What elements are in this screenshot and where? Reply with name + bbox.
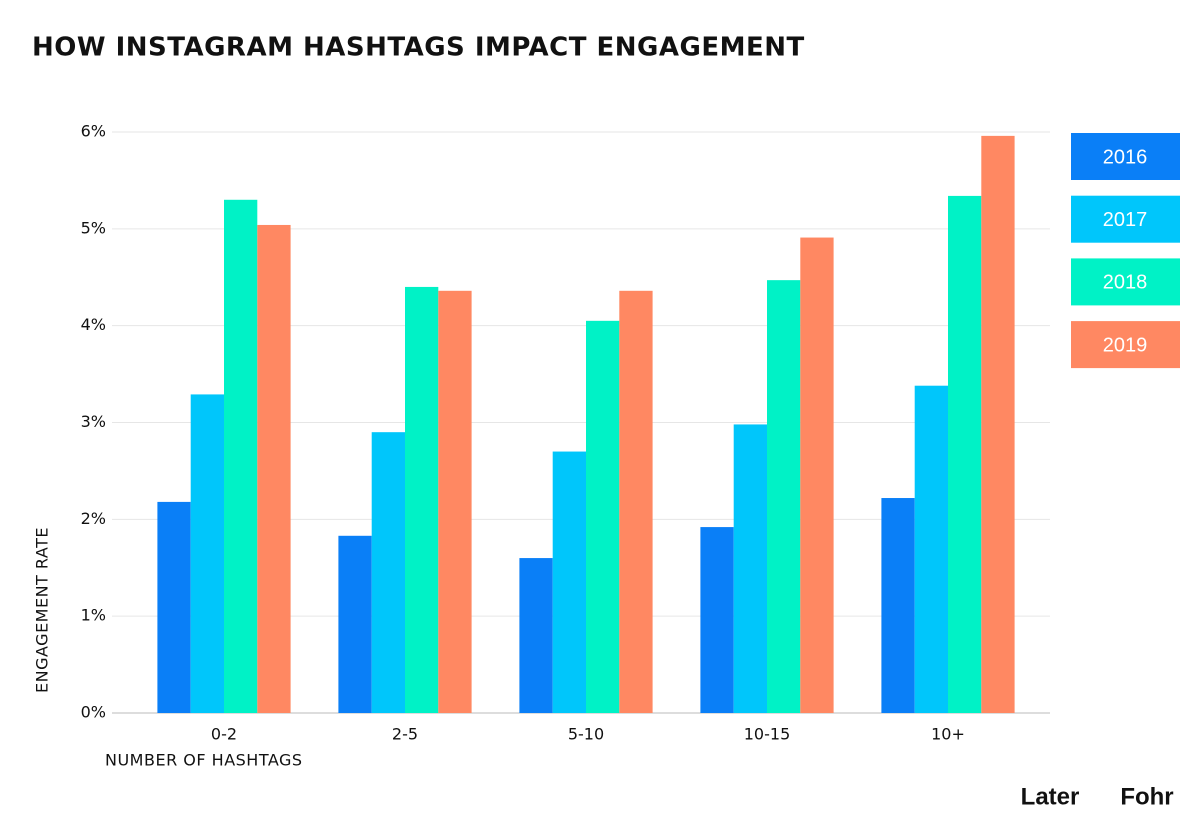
legend-swatch (1071, 133, 1180, 180)
x-tick-label: 2-5 (392, 725, 418, 744)
bar (224, 199, 258, 714)
legend-swatch (1071, 321, 1180, 369)
logo-later: Later (1021, 783, 1080, 810)
bar (438, 290, 472, 713)
bar (371, 432, 405, 713)
bar (800, 237, 834, 713)
legend-label: 2019 (1103, 334, 1148, 356)
bar (338, 535, 372, 713)
x-tick-label: 10+ (931, 725, 965, 744)
y-tick-label: 2% (81, 509, 106, 528)
bar (767, 280, 801, 713)
bar (981, 135, 1015, 713)
bar (190, 394, 224, 713)
legend-swatch (1071, 195, 1180, 243)
bar (700, 527, 734, 713)
y-tick-label: 5% (81, 218, 106, 237)
y-tick-label: 6% (81, 122, 106, 141)
legend-label: 2018 (1103, 272, 1148, 294)
bar (552, 451, 586, 713)
legend-label: 2016 (1103, 146, 1148, 168)
chart-title: HOW INSTAGRAM HASHTAGS IMPACT ENGAGEMENT (32, 33, 805, 63)
bar (914, 385, 948, 713)
bar (619, 290, 653, 713)
bar (948, 195, 982, 713)
y-tick-label: 4% (81, 315, 106, 334)
x-tick-label: 10-15 (744, 725, 791, 744)
y-tick-label: 1% (81, 606, 106, 625)
bar (881, 498, 915, 713)
bar (586, 320, 620, 713)
bar (519, 558, 553, 713)
x-tick-label: 5-10 (568, 725, 604, 744)
x-tick-label: 0-2 (211, 725, 237, 744)
x-axis-label: NUMBER OF HASHTAGS (105, 751, 303, 770)
bar (157, 501, 191, 713)
y-tick-label: 0% (81, 703, 106, 722)
y-axis-label: ENGAGEMENT RATE (33, 527, 52, 693)
logo-fohr: Fohr (1120, 783, 1173, 810)
legend-label: 2017 (1103, 209, 1148, 231)
bar (257, 224, 291, 713)
bar (405, 286, 439, 713)
bar (733, 424, 767, 713)
legend-swatch (1071, 258, 1180, 306)
y-tick-label: 3% (81, 412, 106, 431)
